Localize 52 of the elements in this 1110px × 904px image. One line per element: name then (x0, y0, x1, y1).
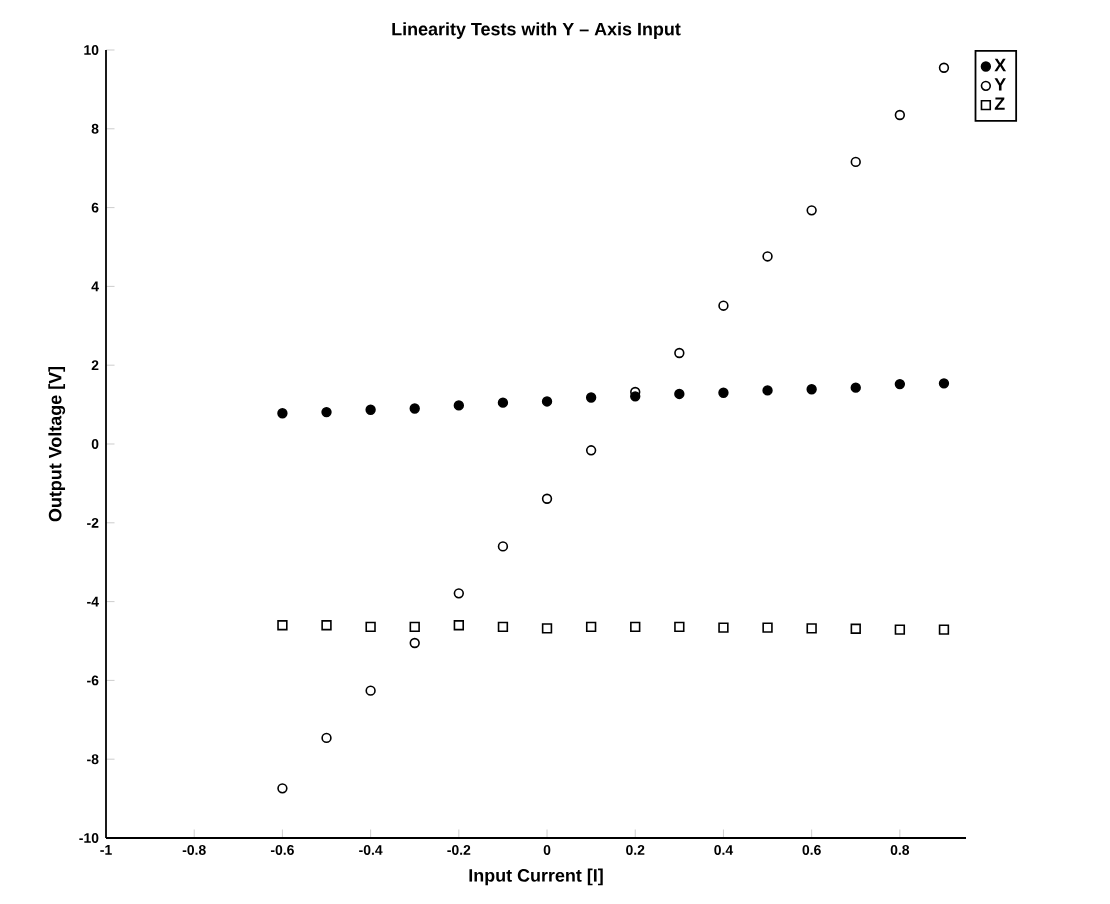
point (409, 621, 420, 632)
point (718, 387, 729, 398)
point (409, 637, 420, 649)
point (894, 624, 906, 635)
point (762, 251, 773, 262)
point (894, 109, 906, 121)
legend-label: X (994, 58, 1007, 72)
point (365, 685, 376, 696)
point (630, 621, 641, 632)
x-axis-title: Input Current [I] (469, 868, 603, 886)
point (585, 445, 597, 456)
legend-label: Z (994, 97, 1005, 110)
point (497, 621, 509, 632)
point (453, 620, 465, 631)
point (674, 621, 685, 632)
point (321, 406, 332, 418)
point (453, 588, 465, 599)
point (585, 392, 597, 403)
point (806, 205, 817, 216)
point (762, 385, 773, 396)
point (674, 347, 685, 359)
point (497, 397, 509, 408)
point (718, 300, 729, 311)
point (938, 378, 950, 389)
point (850, 156, 861, 168)
point (541, 493, 553, 504)
point (277, 783, 288, 794)
point (541, 396, 553, 407)
point (277, 620, 288, 631)
point (541, 623, 553, 634)
point (453, 400, 465, 411)
point (497, 541, 509, 552)
point (894, 378, 906, 390)
chart-title: Linearity Tests with Y – Axis Input (392, 22, 681, 39)
point (365, 404, 376, 415)
point (321, 732, 332, 744)
point (277, 408, 288, 419)
point (762, 622, 773, 633)
point (850, 623, 861, 634)
y-axis-title: Output Voltage [V] (48, 366, 66, 522)
point (938, 62, 950, 73)
point (674, 388, 685, 400)
point (850, 382, 861, 393)
point (718, 622, 729, 633)
legend-label: Y (994, 78, 1006, 91)
point (806, 623, 817, 634)
point (321, 620, 332, 631)
point (365, 621, 376, 632)
point (409, 403, 420, 414)
point (806, 384, 817, 395)
point (938, 624, 950, 635)
point (585, 621, 597, 632)
